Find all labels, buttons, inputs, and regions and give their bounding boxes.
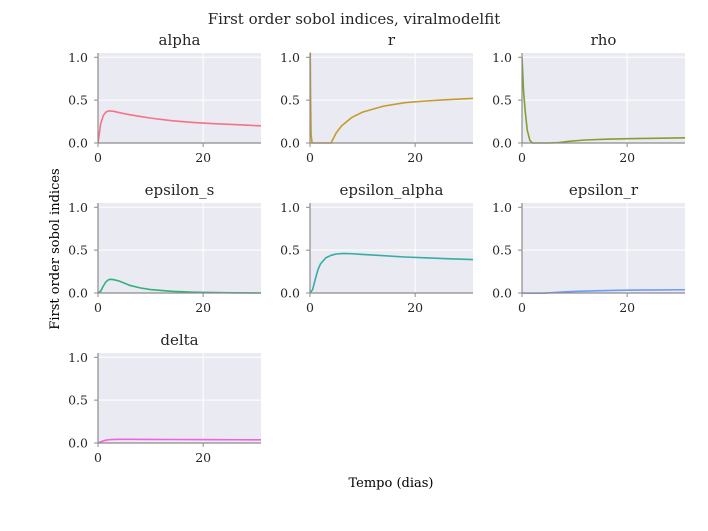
plot-area (98, 203, 261, 293)
series-line-delta (98, 438, 261, 444)
y-tick-label: 1.0 (68, 50, 88, 65)
series-line-epsilon-r (522, 288, 685, 294)
plot-area (98, 53, 261, 143)
series-line-r (310, 52, 473, 144)
y-tick-label: 0.5 (68, 93, 88, 108)
subplot-epsilon-alpha: 0.0 0.5 1.0 0 20 epsilon_alpha (280, 181, 473, 315)
x-tick-label: 20 (407, 300, 423, 315)
y-tick-label: 0.5 (68, 243, 88, 258)
series-line-epsilon-alpha (310, 252, 473, 294)
y-tick-label: 0.0 (68, 136, 88, 151)
subplot-title: delta (160, 331, 198, 349)
subplot-title: rho (591, 31, 617, 49)
x-tick-label: 0 (518, 150, 526, 165)
subplot-title: epsilon_r (569, 181, 639, 199)
plot-area (310, 203, 473, 293)
y-tick-label: 1.0 (68, 200, 88, 215)
x-tick-label: 20 (407, 150, 423, 165)
y-tick-label: 0.0 (280, 136, 300, 151)
y-tick-label: 1.0 (492, 50, 512, 65)
y-tick-label: 0.0 (68, 436, 88, 451)
x-tick-label: 0 (94, 150, 102, 165)
y-tick-label: 0.5 (68, 393, 88, 408)
y-tick-label: 1.0 (280, 50, 300, 65)
subplot-alpha: 0.0 0.5 1.0 0 20 alpha (68, 31, 261, 165)
subplot-delta: 0.0 0.5 1.0 0 20 delta (68, 331, 261, 465)
x-tick-label: 0 (306, 150, 314, 165)
x-tick-label: 0 (94, 450, 102, 465)
x-tick-label: 20 (195, 450, 211, 465)
subplot-r: 0.0 0.5 1.0 0 20 r (280, 31, 473, 165)
series-line-alpha (98, 110, 261, 144)
plot-area (310, 53, 473, 143)
plot-area (522, 203, 685, 293)
y-tick-label: 0.0 (280, 286, 300, 301)
y-tick-label: 0.0 (68, 286, 88, 301)
y-tick-label: 0.0 (492, 136, 512, 151)
figure-title: First order sobol indices, viralmodelfit (208, 10, 501, 28)
x-tick-label: 0 (306, 300, 314, 315)
x-tick-label: 20 (195, 150, 211, 165)
y-tick-label: 0.0 (492, 286, 512, 301)
subplot-rho: 0.0 0.5 1.0 0 20 rho (492, 31, 685, 165)
subplot-epsilon-s: 0.0 0.5 1.0 0 20 epsilon_s (68, 181, 261, 315)
x-tick-label: 20 (195, 300, 211, 315)
y-tick-label: 1.0 (68, 350, 88, 365)
y-tick-label: 0.5 (492, 243, 512, 258)
subplot-title: r (388, 31, 396, 49)
x-axis-label: Tempo (dias) (348, 476, 433, 491)
subplot-title: epsilon_s (145, 181, 215, 199)
plot-area (98, 353, 261, 443)
subplot-epsilon-r: 0.0 0.5 1.0 0 20 epsilon_r (492, 181, 685, 315)
y-tick-label: 0.5 (492, 93, 512, 108)
series-line-epsilon-s (98, 278, 261, 294)
y-tick-label: 1.0 (280, 200, 300, 215)
x-tick-label: 20 (619, 150, 635, 165)
subplot-title: alpha (159, 31, 201, 49)
subplot-title: epsilon_alpha (340, 181, 444, 199)
y-tick-label: 0.5 (280, 93, 300, 108)
x-tick-label: 20 (619, 300, 635, 315)
plot-area (522, 53, 685, 143)
y-tick-label: 1.0 (492, 200, 512, 215)
y-tick-label: 0.5 (280, 243, 300, 258)
x-tick-label: 0 (94, 300, 102, 315)
x-tick-label: 0 (518, 300, 526, 315)
y-axis-label: First order sobol indices (48, 168, 63, 329)
